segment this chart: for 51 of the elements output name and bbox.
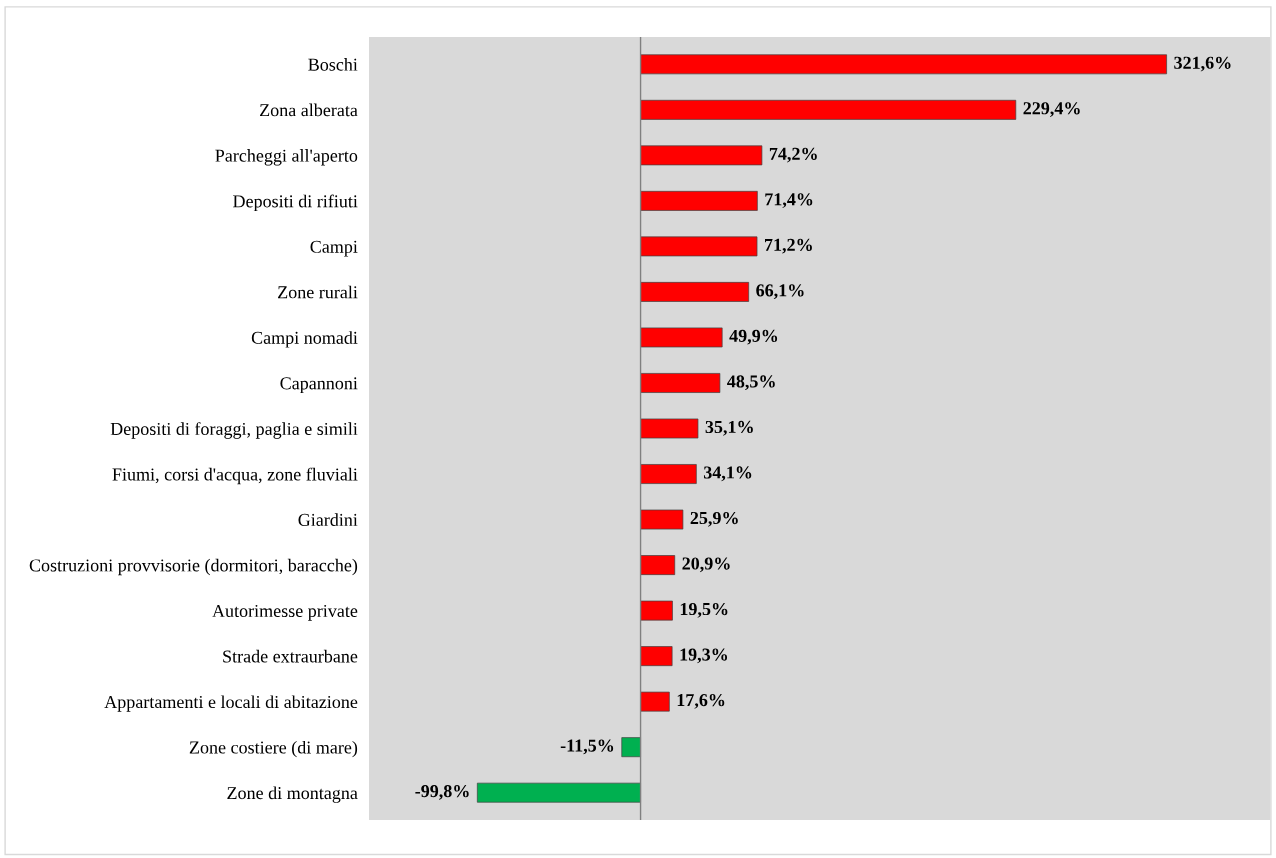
bar <box>640 282 750 302</box>
data-label: 66,1% <box>756 284 804 300</box>
y-tick-label: Boschi <box>308 58 358 71</box>
y-tick-label: Campi <box>310 240 358 257</box>
data-label: 229,4% <box>1023 102 1080 117</box>
y-tick-label: Appartamenti e locali di abitazione <box>104 695 358 712</box>
data-label: 35,1% <box>705 420 753 436</box>
y-tick-label: Strade extraurbane <box>223 649 358 663</box>
y-tick-label: Giardini <box>298 513 358 526</box>
data-label: -99,8% <box>415 785 469 800</box>
bar <box>640 418 699 439</box>
data-label: 25,9% <box>690 511 738 527</box>
bar <box>640 691 670 712</box>
bar <box>640 509 684 530</box>
bar <box>640 555 676 575</box>
y-tick-label: Depositi di foraggi, paglia e simili <box>110 422 358 439</box>
bar <box>640 190 758 211</box>
data-label: 34,1% <box>703 466 752 482</box>
data-label: 19,5% <box>680 602 728 618</box>
bar <box>640 373 721 393</box>
y-tick-label: Depositi di rifiuti <box>233 194 358 212</box>
bar <box>640 327 723 348</box>
data-label: 74,2% <box>769 147 817 163</box>
bar <box>621 737 641 758</box>
data-label: 71,2% <box>765 238 812 254</box>
data-label: 17,6% <box>677 693 725 709</box>
y-tick-label: Fiumi, corsi d'acqua, zone fluviali <box>112 467 358 485</box>
data-label: -11,5% <box>560 739 614 755</box>
data-label: 49,9% <box>729 329 778 345</box>
bar <box>476 782 641 803</box>
y-tick-label: Zone costiere (di mare) <box>189 740 358 758</box>
data-label: 321,6% <box>1174 56 1231 72</box>
y-tick-label: Costruzioni provvisorie (dormitori, baracche) <box>29 558 358 576</box>
y-tick-label: Autorimesse private <box>212 604 358 621</box>
y-tick-label: Parcheggi all'aperto <box>215 149 358 166</box>
bar <box>640 464 697 484</box>
y-tick-label: Campi nomadi <box>251 331 358 348</box>
bar <box>640 145 763 166</box>
y-tick-label: Zona alberata <box>260 103 358 117</box>
bar <box>640 236 758 257</box>
y-tick-label: Capannoni <box>280 377 358 394</box>
data-label: 20,9% <box>682 557 730 573</box>
bar <box>640 600 673 621</box>
bar <box>640 54 1167 75</box>
data-label: 19,3% <box>680 648 728 664</box>
y-tick-label: Zone rurali <box>278 285 358 299</box>
data-label: 48,5% <box>727 375 775 391</box>
bar <box>640 99 1017 120</box>
bar <box>640 646 673 667</box>
y-tick-label: Zone di montagna <box>227 786 358 803</box>
data-label: 71,4% <box>765 193 813 209</box>
